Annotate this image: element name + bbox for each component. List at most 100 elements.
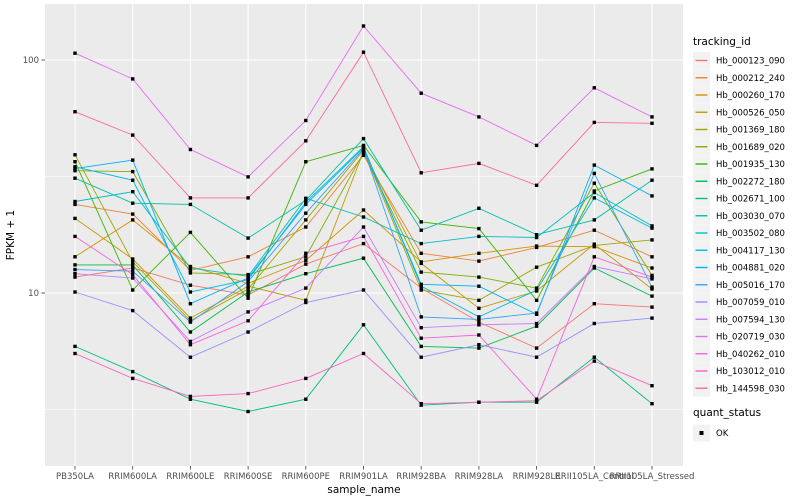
data-point xyxy=(131,260,135,264)
data-point xyxy=(73,275,77,279)
data-point xyxy=(477,259,481,263)
data-point xyxy=(361,50,366,54)
data-point xyxy=(246,409,250,414)
data-point xyxy=(534,233,539,237)
data-point xyxy=(419,171,423,175)
data-point xyxy=(246,175,250,179)
data-point xyxy=(304,251,308,255)
data-point xyxy=(131,257,135,261)
data-point xyxy=(131,369,135,374)
data-point xyxy=(650,224,654,228)
data-point xyxy=(419,344,423,349)
data-point xyxy=(361,136,366,141)
legend-item-Hb_040262_010: Hb_040262_010 xyxy=(693,345,785,363)
data-point xyxy=(477,343,481,347)
data-point xyxy=(650,238,654,242)
data-point xyxy=(419,261,423,266)
data-point xyxy=(188,268,193,273)
data-point xyxy=(131,218,135,222)
data-point xyxy=(73,199,77,204)
data-point xyxy=(73,160,77,164)
data-point xyxy=(188,302,193,306)
data-point xyxy=(592,355,596,359)
legend-item-label: Hb_144598_030 xyxy=(716,384,785,394)
data-point xyxy=(361,215,366,219)
data-point xyxy=(246,196,250,200)
data-point xyxy=(188,394,193,399)
data-point xyxy=(361,288,366,292)
legend-item-Hb_000123_090: Hb_000123_090 xyxy=(693,52,785,69)
data-point xyxy=(304,160,308,164)
data-point xyxy=(73,263,77,267)
data-point xyxy=(534,399,539,403)
data-point xyxy=(131,178,135,182)
data-point xyxy=(188,330,193,334)
data-point xyxy=(650,167,654,171)
x-tick-label: RRII105LA_Control xyxy=(555,472,634,482)
legend-item-label: Hb_007594_130 xyxy=(716,315,785,325)
data-point xyxy=(73,51,77,55)
data-point xyxy=(246,284,250,288)
x-tick-label: RRIM928BA xyxy=(396,472,446,482)
data-point xyxy=(304,262,308,266)
data-point xyxy=(592,321,596,326)
legend-item-label: OK xyxy=(716,429,729,439)
data-point xyxy=(592,171,596,176)
data-point xyxy=(592,228,596,232)
data-point xyxy=(361,256,366,260)
legend-item-label: Hb_003502_080 xyxy=(716,229,785,239)
data-point xyxy=(361,323,366,327)
data-point xyxy=(73,202,77,207)
data-point xyxy=(131,288,135,292)
data-point xyxy=(361,241,366,246)
data-point xyxy=(477,317,481,322)
x-tick-label: RRII105LA_Stressed xyxy=(610,472,695,482)
data-point xyxy=(304,376,308,381)
data-point xyxy=(477,226,481,231)
data-point xyxy=(419,355,423,359)
data-point xyxy=(650,266,654,270)
data-point xyxy=(188,266,193,270)
data-point xyxy=(650,121,654,125)
data-point xyxy=(650,275,654,279)
data-point xyxy=(477,161,481,166)
legend-item-label: Hb_000260_170 xyxy=(716,91,785,101)
data-point xyxy=(73,234,77,239)
data-point xyxy=(188,343,193,347)
data-point xyxy=(419,241,423,246)
data-point xyxy=(650,287,654,291)
data-point xyxy=(534,355,539,359)
data-point xyxy=(419,284,423,288)
data-point xyxy=(188,196,193,200)
data-point xyxy=(361,24,366,28)
data-point xyxy=(477,346,481,350)
legend-item-label: Hb_020719_030 xyxy=(716,333,785,343)
data-point xyxy=(246,290,250,294)
data-point xyxy=(304,211,308,215)
x-tick-label: RRIM600PE xyxy=(282,472,330,482)
data-point xyxy=(650,115,654,119)
legend-item-Hb_144598_030: Hb_144598_030 xyxy=(693,379,785,397)
data-point xyxy=(73,165,77,169)
data-point xyxy=(131,201,135,205)
data-point xyxy=(73,216,77,221)
x-tick-label: RRIM901LA xyxy=(339,472,388,482)
data-point xyxy=(592,359,596,363)
legend-item-Hb_000526_050: Hb_000526_050 xyxy=(693,103,785,121)
data-point xyxy=(246,293,250,297)
legend-item-label: Hb_003030_070 xyxy=(716,212,785,222)
data-point xyxy=(419,288,423,292)
data-point xyxy=(188,397,193,401)
data-point xyxy=(592,218,596,222)
legend-item-Hb_000260_170: Hb_000260_170 xyxy=(693,86,785,104)
legend-item-label: Hb_040262_010 xyxy=(716,350,785,360)
data-point xyxy=(246,276,250,280)
data-point xyxy=(304,258,308,263)
legend-item-Hb_004117_130: Hb_004117_130 xyxy=(693,241,785,259)
data-point xyxy=(188,283,193,287)
legend-item-label: Hb_007059_010 xyxy=(716,298,785,308)
x-axis-title: sample_name xyxy=(327,484,400,496)
data-point xyxy=(534,235,539,240)
data-point xyxy=(592,264,596,269)
data-point xyxy=(361,351,366,356)
